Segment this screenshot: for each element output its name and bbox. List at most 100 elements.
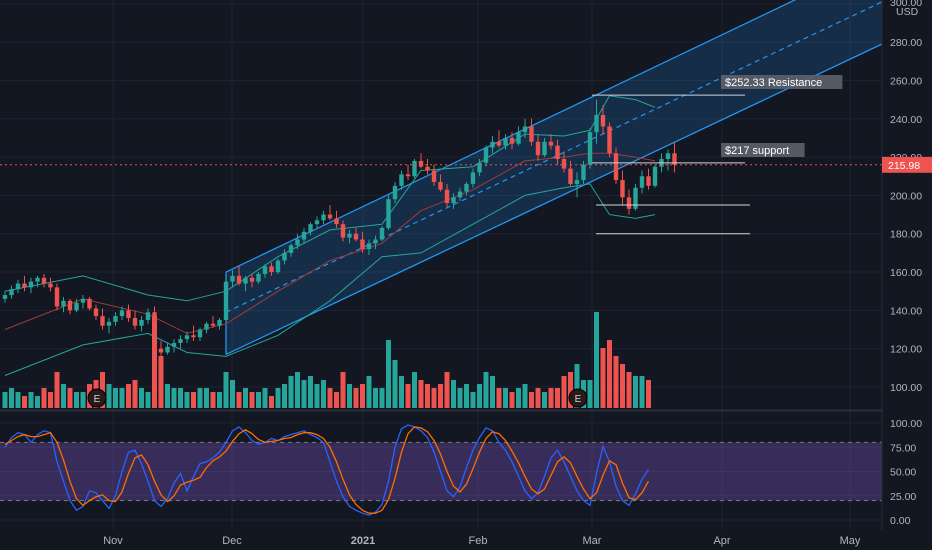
price-tick-label: 100.00 [890, 382, 922, 394]
volume-bar [204, 388, 209, 408]
volume-bar [431, 388, 437, 408]
volume-bar [496, 388, 502, 408]
price-tick-label: 140.00 [890, 305, 922, 317]
candle-body [464, 183, 469, 192]
volume-bar [48, 392, 53, 408]
candle-body [587, 132, 593, 165]
volume-bar [626, 372, 632, 408]
candle-body [633, 187, 638, 209]
candle-body [652, 166, 658, 186]
volume-bar [340, 372, 346, 408]
volume-bar [542, 392, 547, 408]
candle-body [106, 321, 112, 326]
volume-bar [535, 388, 541, 408]
candle-body [113, 316, 118, 322]
volume-bar [548, 388, 554, 408]
candle-body [139, 319, 144, 326]
bollinger-upper [4, 95, 656, 302]
volume-bar [490, 376, 495, 408]
volume-bar [607, 340, 612, 408]
volume-bar [464, 384, 469, 408]
candle-body [269, 266, 274, 273]
candle-body [74, 302, 79, 311]
time-tick-label: 2021 [351, 535, 375, 547]
earnings-label: E [575, 394, 582, 405]
candle-body [256, 273, 261, 282]
price-tick-label: 300.00 [890, 0, 922, 9]
earnings-marker[interactable]: E [568, 388, 588, 408]
candle-body [483, 147, 489, 163]
channel-lower-line [225, 19, 932, 356]
volume-bar [236, 392, 242, 408]
volume-bars [2, 312, 651, 408]
volume-bar [587, 380, 593, 408]
candle-body [67, 300, 73, 311]
candle-body [48, 283, 53, 288]
volume-bar [620, 364, 625, 408]
oscillator-tick-label: 0.00 [890, 515, 911, 527]
candle-body [444, 189, 450, 204]
price-tick-label: 240.00 [890, 114, 922, 126]
candle-body [2, 295, 8, 299]
volume-bar [210, 392, 216, 408]
volume-bar [100, 372, 105, 408]
candle-body [620, 180, 625, 198]
candle-body [555, 145, 560, 160]
candle-body [282, 252, 287, 261]
candle-body [171, 342, 177, 347]
candle-body [217, 319, 222, 326]
volume-bar [594, 312, 599, 408]
volume-bar [223, 372, 229, 408]
time-tick-label: Dec [222, 535, 242, 547]
annotation-bg [721, 75, 843, 89]
candle-body [184, 335, 190, 340]
volume-bar [314, 384, 320, 408]
candle-body [340, 224, 346, 238]
volume-bar [470, 392, 476, 408]
candle-body [392, 185, 398, 200]
candle-body [613, 153, 619, 181]
volume-bar [22, 396, 27, 408]
earnings-circle [568, 388, 588, 408]
channel-fill [226, 0, 932, 355]
candle-body [516, 132, 521, 144]
volume-bar [405, 384, 411, 408]
candle-body [438, 182, 443, 190]
oscillator-tick-label: 50.00 [890, 467, 916, 479]
volume-bar [262, 388, 268, 408]
price-tick-label: 160.00 [890, 267, 922, 279]
candle-body [87, 298, 92, 309]
volume-bar [217, 392, 222, 408]
candle-body [399, 174, 404, 186]
volume-bar [399, 376, 404, 408]
price-candles[interactable] [2, 99, 677, 361]
candle-body [425, 166, 430, 171]
volume-bar [509, 392, 515, 408]
candle-body [321, 214, 326, 221]
candle-body [80, 298, 86, 303]
candle-body [236, 275, 242, 284]
volume-bar [516, 388, 521, 408]
volume-bar [613, 356, 619, 408]
volume-bar [230, 380, 235, 408]
volume-bar [282, 384, 287, 408]
horizontal-levels[interactable]: $252.33 Resistance $217 support [0, 75, 882, 235]
time-tick-label: Nov [103, 535, 123, 547]
candle-body [119, 310, 125, 317]
candle-body [509, 137, 515, 144]
volume-bar [249, 392, 255, 408]
volume-bar [379, 388, 385, 408]
volume-bar [295, 372, 300, 408]
candle-body [28, 281, 34, 288]
volume-bar [308, 376, 313, 408]
volume-bar [35, 396, 40, 408]
volume-bar [158, 356, 164, 408]
price-axis-bg [882, 0, 932, 550]
candle-body [230, 275, 235, 282]
volume-bar [503, 388, 508, 408]
earnings-marker[interactable]: E [87, 388, 107, 408]
volume-bar [561, 376, 567, 408]
candle-body [470, 172, 476, 184]
